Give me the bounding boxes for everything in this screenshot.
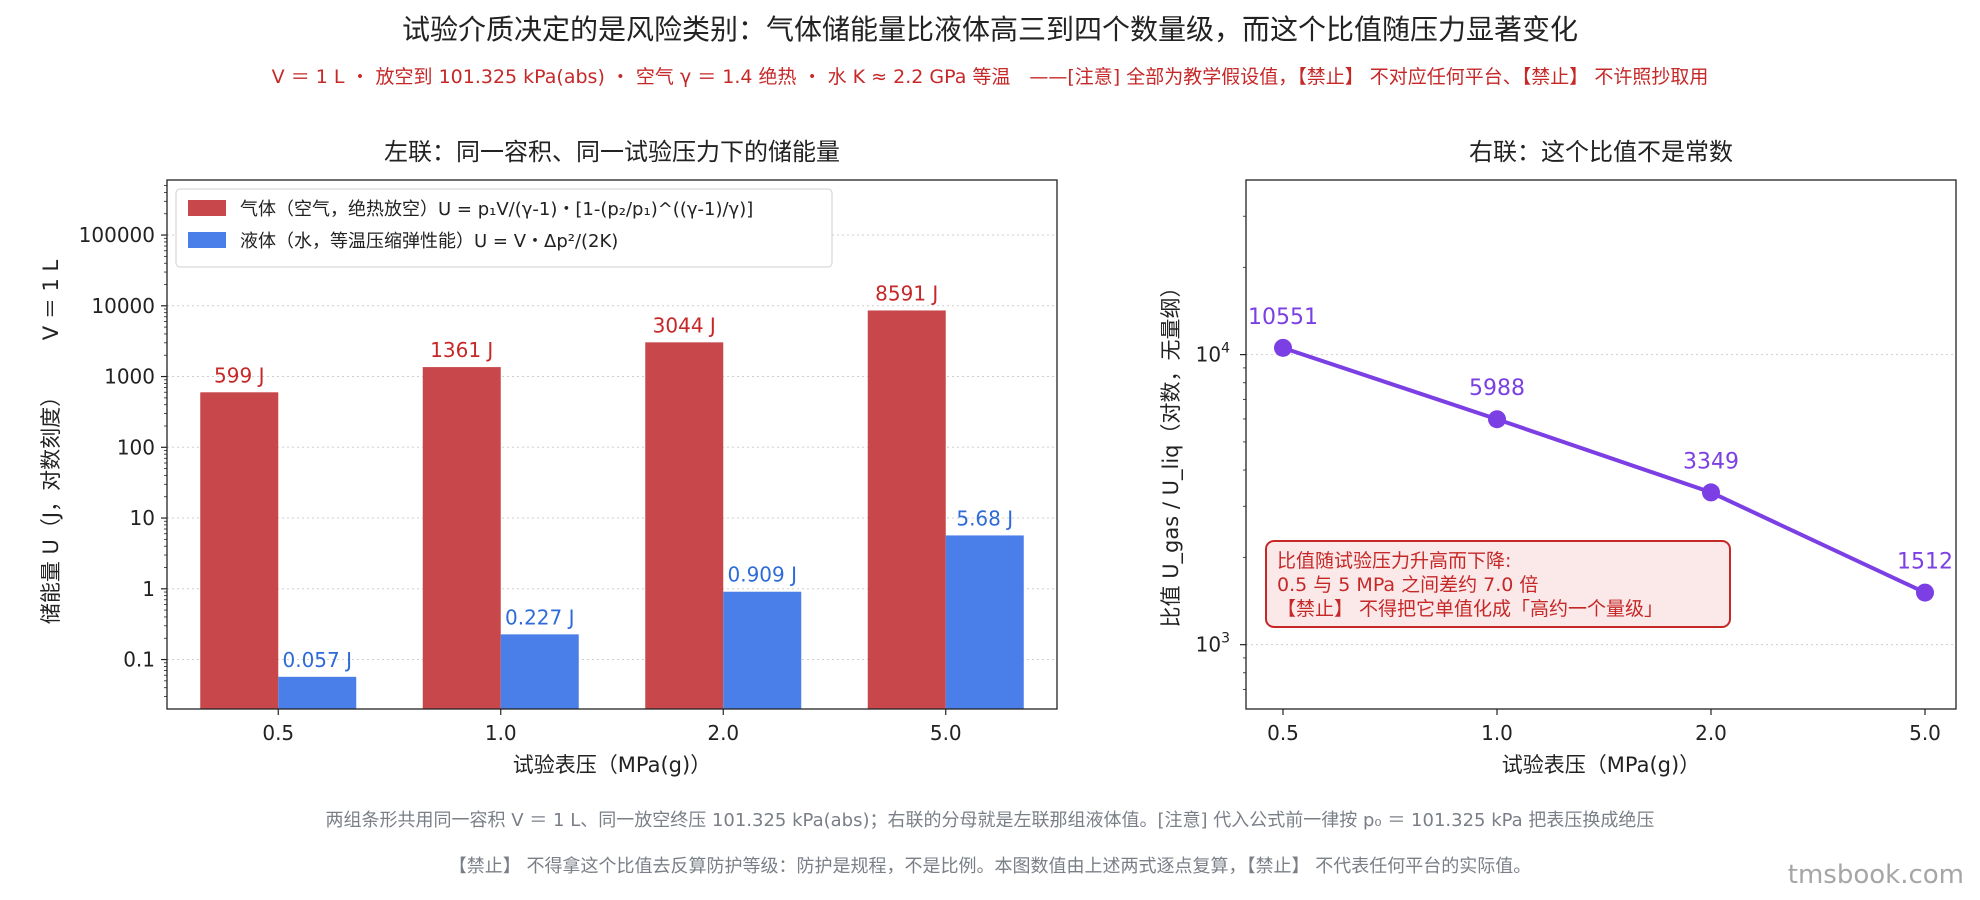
right-ytick-label: 104 xyxy=(1196,341,1230,367)
left-xtick-label: 2.0 xyxy=(707,721,739,745)
liquid-bar xyxy=(500,634,579,709)
right-y-axis-label: 比值 U_gas / U_liq（对数，无量纲） xyxy=(1159,277,1184,628)
gas-bar-label: 3044 J xyxy=(653,313,716,337)
ratio-point xyxy=(1916,583,1934,602)
chart-subtitle: V ＝ 1 L ・ 放空到 101.325 kPa(abs) ・ 空气 γ ＝ … xyxy=(271,66,1709,88)
gas-bar-label: 599 J xyxy=(214,363,264,387)
ratio-line xyxy=(1282,345,1926,595)
ratio-label: 5988 xyxy=(1469,376,1525,401)
left-y-axis-label: 储能量 U（J，对数刻度） xyxy=(39,386,63,624)
left-xtick-label: 5.0 xyxy=(930,721,962,745)
left-x-axis-label: 试验表压（MPa(g)） xyxy=(513,753,711,777)
left-xtick-label: 1.0 xyxy=(485,721,517,745)
left-ytick-label: 10 xyxy=(130,506,155,530)
chart-title: 试验介质决定的是风险类别：气体储能量比液体高三到四个数量级，而这个比值随压力显著… xyxy=(401,13,1578,46)
left-ytick-label: 1 xyxy=(142,577,155,601)
ratio-label: 3349 xyxy=(1683,449,1739,474)
right-xtick-label: 0.5 xyxy=(1267,721,1299,745)
right-plot-frame xyxy=(1245,179,1957,710)
liquid-bar-label: 0.057 J xyxy=(282,648,352,672)
gas-bar xyxy=(645,342,724,709)
left-volume-label: V ＝ 1 L xyxy=(39,259,63,340)
ratio-point xyxy=(1488,410,1506,429)
right-xtick-label: 5.0 xyxy=(1909,721,1941,745)
legend-box xyxy=(175,188,833,268)
left-ytick-label: 100000 xyxy=(79,223,155,247)
ratio-label: 10551 xyxy=(1248,305,1318,330)
ratio-label: 1512 xyxy=(1897,550,1953,575)
legend-swatch-liquid xyxy=(188,232,226,248)
left-ytick-label: 0.1 xyxy=(123,648,155,672)
liquid-bar xyxy=(945,535,1024,709)
gas-bar-label: 1361 J xyxy=(430,338,493,362)
left-ytick-label: 100 xyxy=(117,435,155,459)
legend-label-gas: 气体（空气，绝热放空）U = p₁V/(γ-1)・[1-(p₂/p₁)^((γ-… xyxy=(240,199,753,220)
annotation-text-line: 【禁止】 不得把它单值化成「高约一个量级」 xyxy=(1277,598,1663,620)
footnote-disclaimer: 【禁止】 不得拿这个比值去反算防护等级：防护是规程，不是比例。本图数值由上述两式… xyxy=(448,856,1532,877)
annotation-text-line: 0.5 与 5 MPa 之间差约 7.0 倍 xyxy=(1277,574,1538,596)
footnote-formula-note: 两组条形共用同一容积 V ＝ 1 L、同一放空终压 101.325 kPa(ab… xyxy=(325,810,1655,831)
annotation-text-line: 比值随试验压力升高而下降: xyxy=(1277,550,1511,572)
gas-bar-label: 8591 J xyxy=(875,281,938,305)
left-panel-title: 左联：同一容积、同一试验压力下的储能量 xyxy=(384,138,840,166)
liquid-bar-label: 5.68 J xyxy=(956,506,1013,530)
ratio-point xyxy=(1702,483,1720,502)
legend-swatch-gas xyxy=(188,200,226,216)
gas-bar xyxy=(200,392,279,709)
legend-label-liquid: 液体（水，等温压缩弹性能）U = V・Δp²/(2K) xyxy=(240,231,618,252)
gas-bar xyxy=(422,367,501,709)
right-ytick-label: 103 xyxy=(1196,631,1230,657)
gas-bar xyxy=(867,310,946,709)
left-ytick-label: 1000 xyxy=(104,365,155,389)
left-ytick-label: 10000 xyxy=(91,294,155,318)
left-xtick-label: 0.5 xyxy=(262,721,294,745)
ratio-point xyxy=(1274,338,1292,357)
liquid-bar xyxy=(278,676,357,709)
right-x-axis-label: 试验表压（MPa(g)） xyxy=(1502,753,1700,777)
watermark: tmsbook.com xyxy=(1787,860,1964,890)
left-plot-frame xyxy=(166,179,1058,710)
liquid-bar-label: 0.909 J xyxy=(727,563,797,587)
liquid-bar-label: 0.227 J xyxy=(505,605,575,629)
right-xtick-label: 2.0 xyxy=(1695,721,1727,745)
annotation-box xyxy=(1265,540,1731,628)
liquid-bar xyxy=(723,591,802,709)
right-panel-title: 右联：这个比值不是常数 xyxy=(1469,138,1733,166)
right-xtick-label: 1.0 xyxy=(1481,721,1513,745)
